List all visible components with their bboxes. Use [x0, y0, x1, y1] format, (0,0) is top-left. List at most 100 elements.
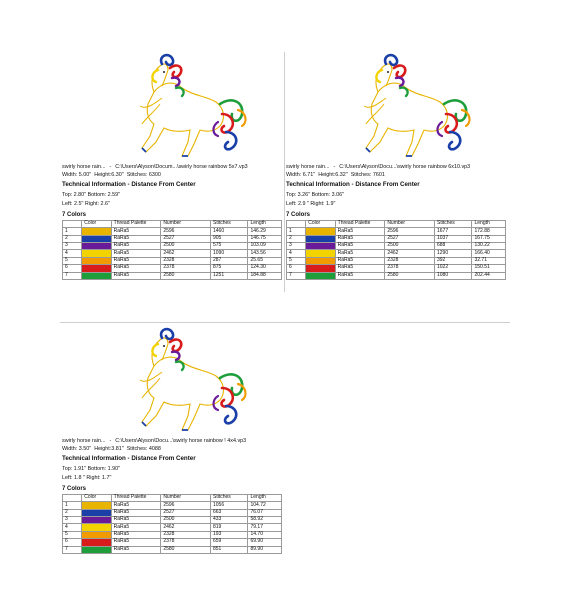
color-swatch: [81, 508, 112, 518]
horse-head-outline: [151, 337, 169, 367]
dimensions-line: Width: 3.50" Height:3.81" Stitches: 4088: [62, 446, 284, 452]
design-panel-4x4: swirly horse rain... - C:\Users\Alyson\Doc…: [61, 326, 284, 554]
horse-front-legs: [139, 97, 163, 125]
tech-info-title: Technical Information - Distance From Ce…: [286, 181, 420, 189]
color-table-header: Color Thread Palette Number Stitches Length: [285, 219, 506, 229]
swatch-fill: [82, 257, 111, 265]
swatch-fill: [82, 228, 111, 235]
swatch-fill: [306, 272, 335, 279]
table-row: 3 RaRa5 2500 688 130.22: [285, 241, 506, 251]
thread-palette: RaRa5: [334, 264, 386, 273]
horse-body-outline: [141, 356, 225, 431]
mane-swirl-red: [392, 64, 407, 79]
header-number: Number: [160, 219, 211, 229]
color-table-header: Color Thread Palette Number Stitches Length: [61, 219, 282, 229]
design-panel-5x7: swirly horse rain... - C:\Users\Alyson\Doc…: [61, 52, 282, 280]
swirly-horse-drawing: [139, 327, 247, 431]
header-stitches: Stitches: [209, 219, 249, 229]
row-index: 1: [61, 501, 83, 510]
stitch-count: 875: [209, 264, 249, 273]
table-row: 3 RaRa5 2500 575 103.09: [61, 241, 282, 251]
color-swatch: [81, 264, 112, 273]
horse-design-image: [326, 52, 486, 162]
hoof-marks: [141, 147, 188, 157]
mane-swirl-blue: [159, 53, 175, 67]
design-panel-6x10: swirly horse rain... - C:\Users\Alyson\Doc…: [285, 52, 508, 280]
file-path: C:\Users\Alyson\Docum...\swirly horse ra…: [115, 164, 248, 170]
row-index: 1: [285, 227, 307, 236]
color-swatch: [81, 271, 112, 280]
swatch-fill: [82, 539, 111, 546]
header-palette: Thread Palette: [110, 493, 162, 503]
swirly-horse-drawing: [363, 53, 471, 157]
color-swatch: [81, 538, 112, 547]
thread-palette: RaRa5: [110, 264, 162, 273]
header-stitches: Stitches: [209, 493, 249, 503]
table-row: 7 RaRa5 2580 851 89.90: [61, 545, 282, 554]
stitches-value: Stitches: 6300: [126, 172, 161, 179]
color-swatch: [305, 249, 336, 258]
color-table: Color Thread Palette Number Stitches Length …: [285, 219, 506, 280]
color-swatch: [81, 515, 112, 525]
height-value: Height:6.32": [318, 172, 348, 179]
header-color: Color: [81, 493, 112, 503]
file-path: C:\Users\Alyson\Docu...\swirly horse rai…: [339, 164, 471, 170]
color-table: Color Thread Palette Number Stitches Length …: [61, 219, 282, 280]
color-swatch: [305, 241, 336, 251]
header-stitches: Stitches: [433, 219, 473, 229]
header-index: [61, 493, 83, 503]
header-color: Color: [305, 219, 336, 229]
swatch-fill: [306, 265, 335, 272]
thread-number: 2580: [160, 545, 211, 554]
swatch-fill: [82, 546, 111, 553]
stitches-value: Stitches: 4088: [126, 446, 161, 453]
thread-palette: RaRa5: [334, 241, 386, 251]
thread-number: 2500: [160, 515, 211, 525]
thread-palette: RaRa5: [334, 271, 386, 280]
stitch-count: 1022: [433, 264, 473, 273]
table-row: 3 RaRa5 2500 433 58.92: [61, 515, 282, 525]
horse-body-outline: [365, 82, 449, 157]
color-swatch: [81, 249, 112, 258]
header-length: Length: [247, 493, 282, 503]
thread-length: 69.90: [247, 538, 282, 547]
thread-palette: RaRa5: [110, 545, 162, 554]
color-swatch: [81, 234, 112, 244]
swatch-fill: [82, 235, 111, 242]
row-index: 3: [61, 241, 83, 251]
thread-number: 2378: [384, 264, 435, 273]
thread-length: 150.51: [471, 264, 506, 273]
row-index: 6: [61, 538, 83, 547]
stitch-count: 433: [209, 515, 249, 525]
thread-number: 2596: [384, 227, 435, 236]
left-right-distance: Left: 2.5" Right: 2.6": [62, 200, 110, 207]
thread-number: 2500: [160, 241, 211, 251]
tech-info-title: Technical Information - Distance From Ce…: [62, 181, 196, 189]
swatch-fill: [82, 524, 111, 531]
mane-swirl-purple: [170, 350, 181, 362]
color-swatch: [81, 523, 112, 532]
thread-palette: RaRa5: [110, 227, 162, 236]
table-row: 2 RaRa5 2527 663 76.07: [61, 508, 282, 518]
tail-swirl-orange: [236, 108, 247, 128]
horse-head-outline: [375, 63, 393, 93]
thread-palette: RaRa5: [334, 227, 386, 236]
width-value: Width: 6.71": [286, 172, 316, 179]
left-right-distance: Left: 1.8 " Right: 1.7": [62, 474, 112, 481]
file-name: swirly horse rain...: [62, 438, 106, 444]
file-path: C:\Users\Alyson\Docu...\swirly horse rai…: [115, 438, 247, 444]
mane-swirl-green: [174, 86, 185, 98]
color-swatch: [81, 227, 112, 236]
stitch-count: 1080: [433, 271, 473, 280]
row-index: 7: [61, 545, 83, 554]
height-value: Height:6.30": [94, 172, 124, 179]
header-number: Number: [384, 219, 435, 229]
vertical-divider: [284, 52, 285, 292]
table-row: 1 RaRa5 2596 1056 104.72: [61, 501, 282, 510]
thread-palette: RaRa5: [110, 241, 162, 251]
thread-number: 2580: [384, 271, 435, 280]
color-table-header: Color Thread Palette Number Stitches Length: [61, 493, 282, 503]
color-table-body: 1 RaRa5 2596 1677 172.88 2 RaRa5 2527 1037 167.75…: [285, 227, 506, 280]
color-swatch: [81, 241, 112, 251]
table-row: 1 RaRa5 2596 1677 172.88: [285, 227, 506, 236]
